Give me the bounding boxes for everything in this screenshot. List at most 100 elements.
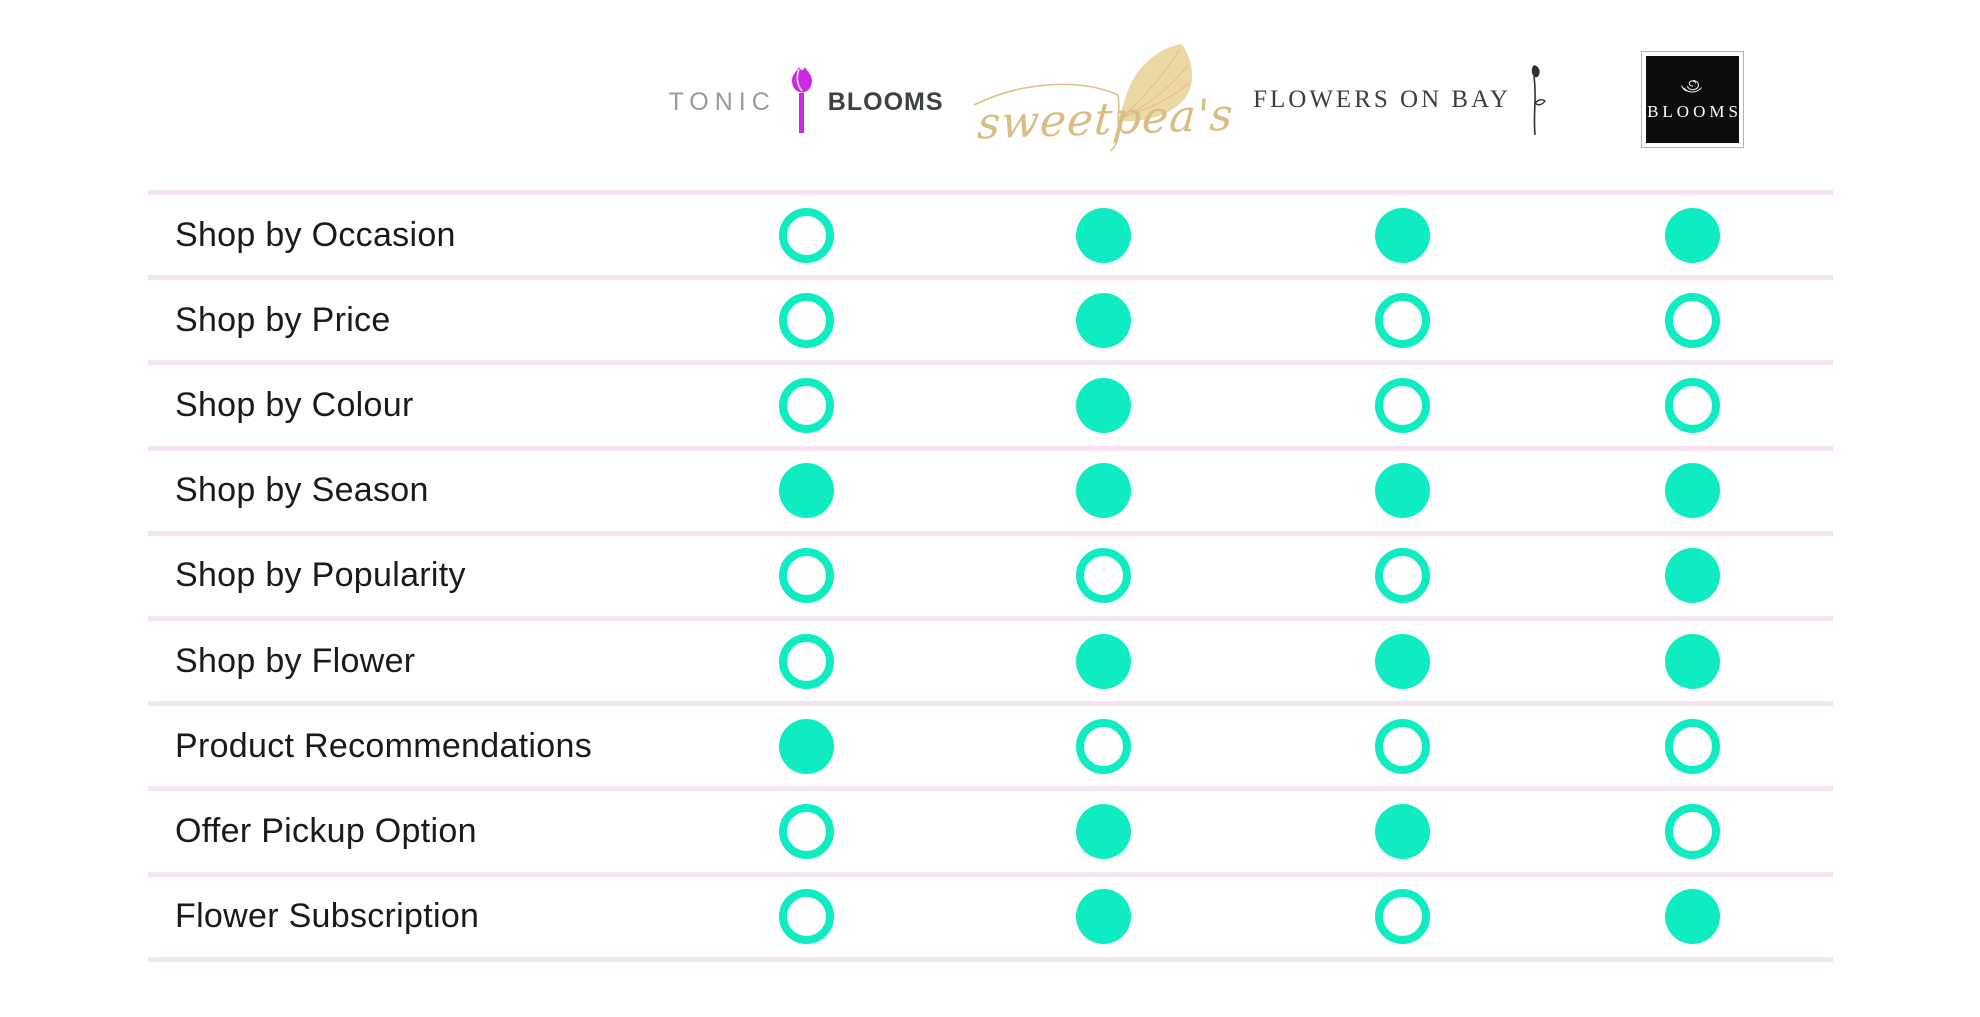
filled-dot-icon	[1374, 207, 1430, 263]
blooms-logo-box: BLOOMS	[1641, 50, 1744, 148]
tonic-logo-word1: TONIC	[668, 87, 776, 116]
dot-cell-blooms	[1552, 207, 1833, 263]
feature-label: Shop by Colour	[175, 385, 414, 424]
dot-cell-sweetpeas	[954, 207, 1252, 263]
filled-dot-icon	[1075, 292, 1131, 348]
dot-cell-flowers-on-bay	[1252, 633, 1552, 689]
bottom-divider	[148, 956, 1833, 962]
filled-dot-icon	[1075, 207, 1131, 263]
dot-cell-flowers-on-bay	[1252, 718, 1552, 774]
filled-dot-icon	[778, 718, 834, 774]
feature-label: Shop by Occasion	[175, 215, 456, 254]
outline-dot-icon	[778, 292, 834, 348]
feature-label: Offer Pickup Option	[175, 811, 477, 850]
dot-cell-flowers-on-bay	[1252, 292, 1552, 348]
sweetpeas-logo-text: sweetpea's	[975, 89, 1236, 150]
table-row: Shop by Flower	[148, 615, 1833, 701]
feature-label: Product Recommendations	[175, 726, 592, 765]
outline-dot-icon	[778, 889, 834, 945]
tonic-logo-word2: BLOOMS	[827, 87, 944, 116]
brand-tonic-blooms: TONIC BLOOMS	[658, 51, 954, 139]
tonic-blooms-logo: TONIC BLOOMS	[668, 65, 943, 139]
dot-cell-sweetpeas	[954, 463, 1252, 519]
outline-dot-icon	[1374, 292, 1430, 348]
dot-cell-sweetpeas	[954, 377, 1252, 433]
filled-dot-icon	[1665, 207, 1720, 263]
fan-flower-icon	[973, 44, 1193, 152]
brand-sweetpeas: sweetpea's	[954, 37, 1252, 153]
filled-dot-icon	[778, 463, 834, 519]
outline-dot-icon	[1374, 889, 1430, 945]
outline-dot-icon	[778, 633, 834, 689]
feature-label: Flower Subscription	[175, 897, 480, 936]
dot-cell-sweetpeas	[954, 292, 1252, 348]
dot-cell-sweetpeas	[954, 633, 1252, 689]
filled-dot-icon	[1665, 889, 1720, 945]
dot-cell-flowers-on-bay	[1252, 803, 1552, 859]
dot-cell-tonic-blooms	[658, 889, 954, 945]
dot-cell-flowers-on-bay	[1252, 207, 1552, 263]
comparison-table: TONIC BLOOMS	[148, 0, 1833, 962]
outline-dot-icon	[778, 803, 834, 859]
brand-flowers-on-bay: FLOWERS ON BAY	[1252, 53, 1552, 137]
dot-cell-blooms	[1552, 633, 1833, 689]
outline-dot-icon	[1374, 548, 1430, 604]
tulip-icon	[788, 65, 816, 133]
filled-dot-icon	[1075, 633, 1131, 689]
blooms-logo-inner: BLOOMS	[1646, 55, 1742, 143]
outline-dot-icon	[1665, 718, 1720, 774]
dot-cell-flowers-on-bay	[1252, 889, 1552, 945]
filled-dot-icon	[1374, 633, 1430, 689]
filled-dot-icon	[1075, 463, 1131, 519]
dot-cell-blooms	[1552, 292, 1833, 348]
dot-cell-flowers-on-bay	[1252, 463, 1552, 519]
dot-cell-blooms	[1552, 803, 1833, 859]
dot-cell-blooms	[1552, 377, 1833, 433]
outline-dot-icon	[1374, 377, 1430, 433]
table-row: Product Recommendations	[148, 701, 1833, 786]
table-header: TONIC BLOOMS	[148, 0, 1833, 190]
dot-cell-tonic-blooms	[658, 292, 954, 348]
dot-cell-blooms	[1552, 548, 1833, 604]
table-row: Offer Pickup Option	[148, 786, 1833, 871]
outline-dot-icon	[1665, 292, 1720, 348]
dot-cell-tonic-blooms	[658, 718, 954, 774]
dot-cell-sweetpeas	[954, 718, 1252, 774]
outline-dot-icon	[1665, 377, 1720, 433]
dot-cell-blooms	[1552, 718, 1833, 774]
dot-cell-tonic-blooms	[658, 548, 954, 604]
outline-dot-icon	[778, 207, 834, 263]
table-row: Shop by Popularity	[148, 530, 1833, 616]
feature-label: Shop by Season	[175, 471, 429, 510]
dot-cell-tonic-blooms	[658, 207, 954, 263]
filled-dot-icon	[1665, 633, 1720, 689]
brand-blooms: BLOOMS	[1552, 43, 1833, 148]
filled-dot-icon	[1374, 803, 1430, 859]
flowers-on-bay-logo-text: FLOWERS ON BAY	[1253, 86, 1511, 113]
blooms-logo-text: BLOOMS	[1647, 102, 1742, 121]
dot-cell-tonic-blooms	[658, 633, 954, 689]
outline-dot-icon	[778, 548, 834, 604]
table-row: Shop by Price	[148, 275, 1833, 360]
outline-dot-icon	[778, 377, 834, 433]
outline-dot-icon	[1374, 718, 1430, 774]
filled-dot-icon	[1075, 377, 1131, 433]
dot-cell-sweetpeas	[954, 889, 1252, 945]
outline-dot-icon	[1075, 718, 1131, 774]
filled-dot-icon	[1374, 463, 1430, 519]
dot-cell-flowers-on-bay	[1252, 548, 1552, 604]
stem-flower-icon	[1531, 65, 1546, 136]
table-row: Shop by Occasion	[148, 190, 1833, 275]
dot-cell-tonic-blooms	[658, 463, 954, 519]
sweetpeas-logo: sweetpea's	[968, 43, 1238, 153]
filled-dot-icon	[1075, 803, 1131, 859]
filled-dot-icon	[1075, 889, 1131, 945]
dot-cell-flowers-on-bay	[1252, 377, 1552, 433]
tulip-stem	[799, 93, 805, 133]
dot-cell-blooms	[1552, 463, 1833, 519]
filled-dot-icon	[1665, 463, 1720, 519]
dot-cell-blooms	[1552, 889, 1833, 945]
dot-cell-tonic-blooms	[658, 803, 954, 859]
flowers-on-bay-logo: FLOWERS ON BAY	[1253, 63, 1551, 137]
